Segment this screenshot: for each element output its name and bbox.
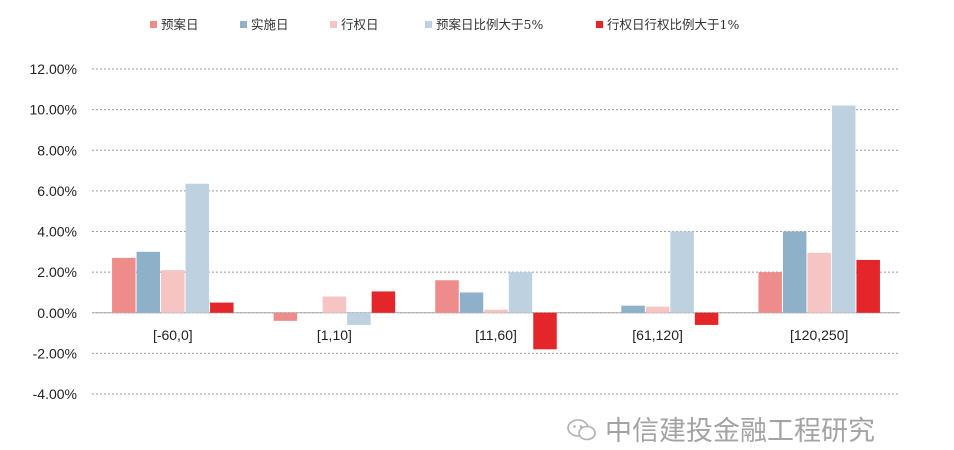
y-tick-label: 4.00% bbox=[37, 224, 77, 240]
bar bbox=[136, 251, 161, 313]
legend-label: 行权日行权比例大于1% bbox=[607, 17, 739, 32]
y-tick-label: 10.00% bbox=[30, 102, 77, 118]
bar bbox=[210, 302, 234, 313]
legend-swatch bbox=[240, 21, 247, 28]
bar bbox=[694, 312, 719, 325]
bar bbox=[273, 312, 298, 321]
bar bbox=[508, 272, 533, 313]
bar bbox=[435, 280, 459, 313]
legend-swatch bbox=[330, 21, 337, 28]
bar bbox=[185, 183, 210, 313]
bar bbox=[856, 259, 880, 313]
bar bbox=[621, 305, 645, 313]
bar bbox=[112, 257, 136, 313]
bar bbox=[371, 291, 396, 313]
wechat-icon bbox=[567, 419, 596, 441]
bar bbox=[484, 309, 508, 313]
bar bbox=[645, 306, 670, 313]
y-tick-label: 0.00% bbox=[37, 305, 77, 321]
bar bbox=[533, 312, 557, 350]
x-category-label: [1,10] bbox=[317, 327, 352, 343]
y-tick-label: 6.00% bbox=[37, 183, 77, 199]
bars bbox=[112, 105, 880, 350]
legend-label: 预案日 bbox=[161, 17, 199, 32]
x-category-label: [11,60] bbox=[475, 327, 517, 343]
x-axis-categories: [-60,0] [1,10] [11,60] [61,120] [120,250] bbox=[153, 327, 848, 343]
bar bbox=[831, 105, 856, 313]
y-tick-label: -4.00% bbox=[33, 386, 77, 402]
bar bbox=[347, 312, 371, 325]
bar bbox=[807, 252, 831, 313]
watermark: 中信建投金融工程研究 bbox=[567, 416, 875, 447]
x-category-label: [120,250] bbox=[790, 327, 848, 343]
bar bbox=[322, 296, 347, 313]
bar bbox=[161, 270, 185, 313]
x-category-label: [61,120] bbox=[632, 327, 683, 343]
y-tick-label: 12.00% bbox=[30, 61, 77, 77]
legend-swatch bbox=[596, 21, 603, 28]
y-tick-label: -2.00% bbox=[33, 345, 77, 361]
gridlines bbox=[92, 68, 900, 395]
legend-label: 行权日 bbox=[341, 17, 379, 32]
bar bbox=[782, 231, 807, 313]
bar bbox=[670, 231, 694, 313]
bar bbox=[459, 292, 484, 313]
bar bbox=[758, 272, 782, 313]
legend: 预案日 实施日 行权日 预案日比例大于5% 行权日行权比例大于1% bbox=[150, 17, 739, 32]
y-tick-label: 8.00% bbox=[37, 142, 77, 158]
legend-swatch bbox=[150, 21, 157, 28]
y-tick-label: 2.00% bbox=[37, 264, 77, 280]
legend-label: 实施日 bbox=[251, 17, 289, 32]
x-category-label: [-60,0] bbox=[153, 327, 193, 343]
legend-label: 预案日比例大于5% bbox=[436, 17, 543, 32]
watermark-text: 中信建投金融工程研究 bbox=[605, 416, 875, 447]
legend-swatch bbox=[425, 21, 432, 28]
y-axis-ticks: 12.00% 10.00% 8.00% 6.00% 4.00% 2.00% 0.00% -2.… bbox=[30, 61, 77, 402]
